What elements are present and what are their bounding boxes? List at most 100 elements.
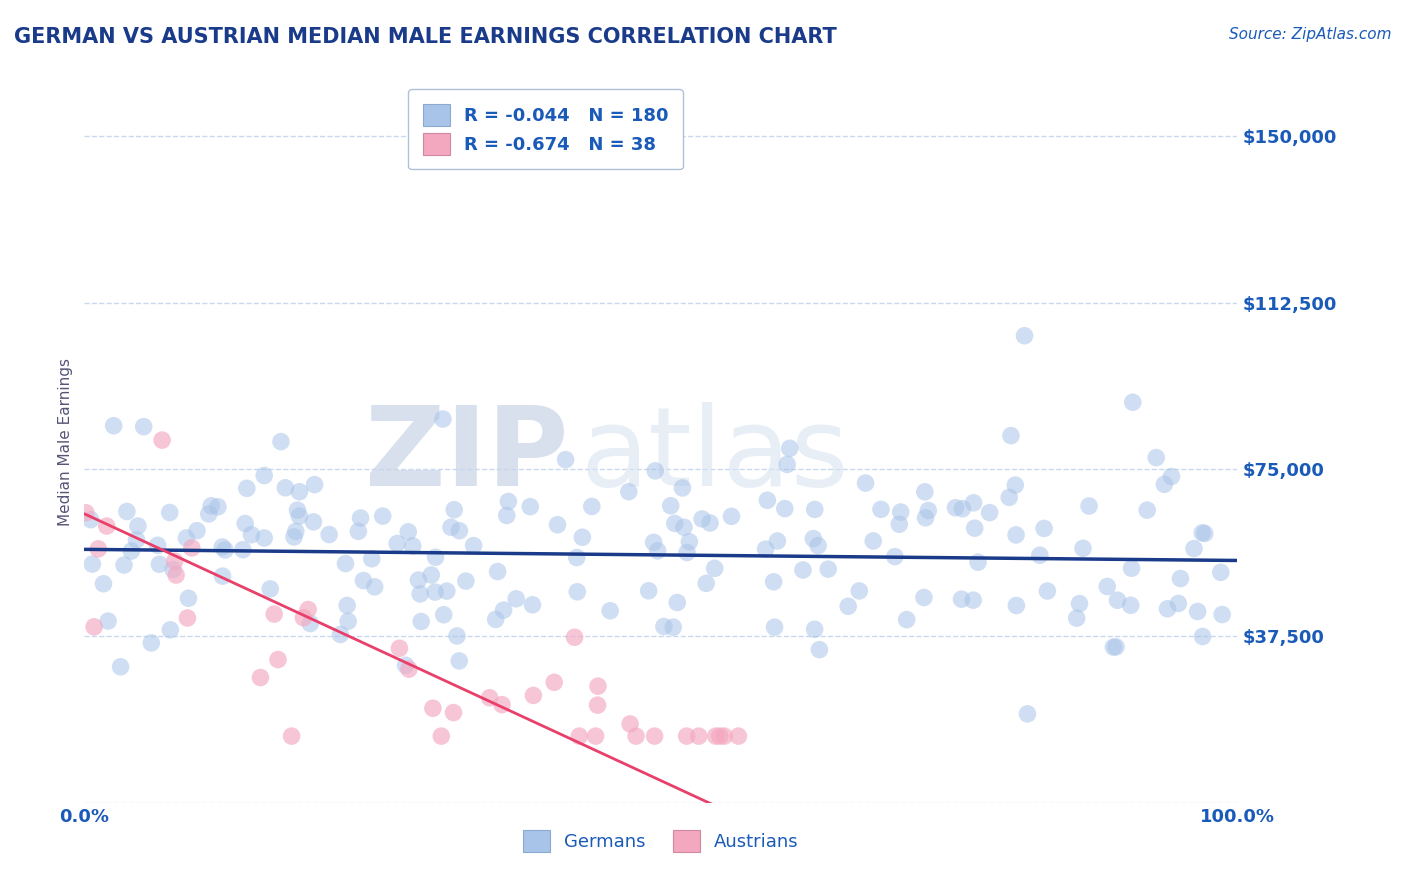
Point <box>519 500 541 514</box>
Point <box>387 536 409 550</box>
Point <box>713 729 735 743</box>
Point <box>763 620 786 634</box>
Point <box>554 452 576 467</box>
Point <box>808 642 831 657</box>
Point <box>586 698 609 713</box>
Point <box>267 652 290 666</box>
Point <box>1066 611 1088 625</box>
Point <box>659 499 682 513</box>
Point <box>150 433 173 447</box>
Point <box>727 729 749 743</box>
Point <box>678 534 700 549</box>
Point <box>141 636 163 650</box>
Point <box>962 496 984 510</box>
Point <box>1105 640 1128 654</box>
Point <box>180 541 202 555</box>
Point <box>889 517 911 532</box>
Point <box>870 502 893 516</box>
Point <box>394 658 416 673</box>
Point <box>440 520 463 534</box>
Point <box>176 531 198 545</box>
Point <box>443 502 465 516</box>
Point <box>82 557 104 571</box>
Point <box>644 464 666 478</box>
Point <box>664 516 686 531</box>
Point <box>581 500 603 514</box>
Point <box>162 563 184 577</box>
Point <box>297 602 319 616</box>
Point <box>120 544 142 558</box>
Point <box>240 527 263 541</box>
Point <box>304 477 326 491</box>
Point <box>127 519 149 533</box>
Point <box>259 582 281 596</box>
Point <box>287 503 309 517</box>
Point <box>547 517 569 532</box>
Point <box>93 576 115 591</box>
Point <box>409 587 432 601</box>
Point <box>1182 541 1205 556</box>
Point <box>159 623 181 637</box>
Point <box>855 476 877 491</box>
Point <box>443 706 465 720</box>
Point <box>454 574 477 588</box>
Point <box>284 524 307 539</box>
Point <box>703 561 725 575</box>
Point <box>159 506 181 520</box>
Point <box>87 541 110 556</box>
Point <box>163 554 186 568</box>
Point <box>420 568 443 582</box>
Point <box>398 662 420 676</box>
Point <box>1029 548 1052 562</box>
Point <box>352 574 374 588</box>
Point <box>411 615 433 629</box>
Point <box>676 545 699 559</box>
Point <box>75 506 97 520</box>
Point <box>1071 541 1094 556</box>
Point <box>779 442 801 456</box>
Point <box>165 568 187 582</box>
Point <box>197 507 219 521</box>
Point <box>1191 630 1213 644</box>
Point <box>96 519 118 533</box>
Point <box>896 613 918 627</box>
Point <box>436 584 458 599</box>
Point <box>567 584 589 599</box>
Point <box>349 511 371 525</box>
Point <box>1136 503 1159 517</box>
Point <box>662 620 685 634</box>
Point <box>862 533 884 548</box>
Point <box>402 539 425 553</box>
Point <box>236 481 259 495</box>
Point <box>672 520 695 534</box>
Point <box>1097 580 1119 594</box>
Point <box>1191 525 1213 540</box>
Point <box>446 629 468 643</box>
Point <box>186 524 208 538</box>
Point <box>1014 328 1036 343</box>
Point <box>624 729 647 743</box>
Point <box>478 690 501 705</box>
Point <box>1209 566 1232 580</box>
Point <box>371 509 394 524</box>
Point <box>647 544 669 558</box>
Point <box>360 551 382 566</box>
Point <box>146 538 169 552</box>
Point <box>617 484 640 499</box>
Point <box>568 729 591 743</box>
Point <box>302 515 325 529</box>
Point <box>396 524 419 539</box>
Point <box>792 563 814 577</box>
Point <box>432 412 454 426</box>
Point <box>125 533 148 547</box>
Point <box>755 542 778 557</box>
Point <box>232 542 254 557</box>
Point <box>962 593 984 607</box>
Point <box>817 562 839 576</box>
Point <box>110 659 132 673</box>
Point <box>1017 706 1039 721</box>
Point <box>652 619 675 633</box>
Point <box>1069 597 1091 611</box>
Text: GERMAN VS AUSTRIAN MEDIAN MALE EARNINGS CORRELATION CHART: GERMAN VS AUSTRIAN MEDIAN MALE EARNINGS … <box>14 27 837 46</box>
Point <box>176 611 198 625</box>
